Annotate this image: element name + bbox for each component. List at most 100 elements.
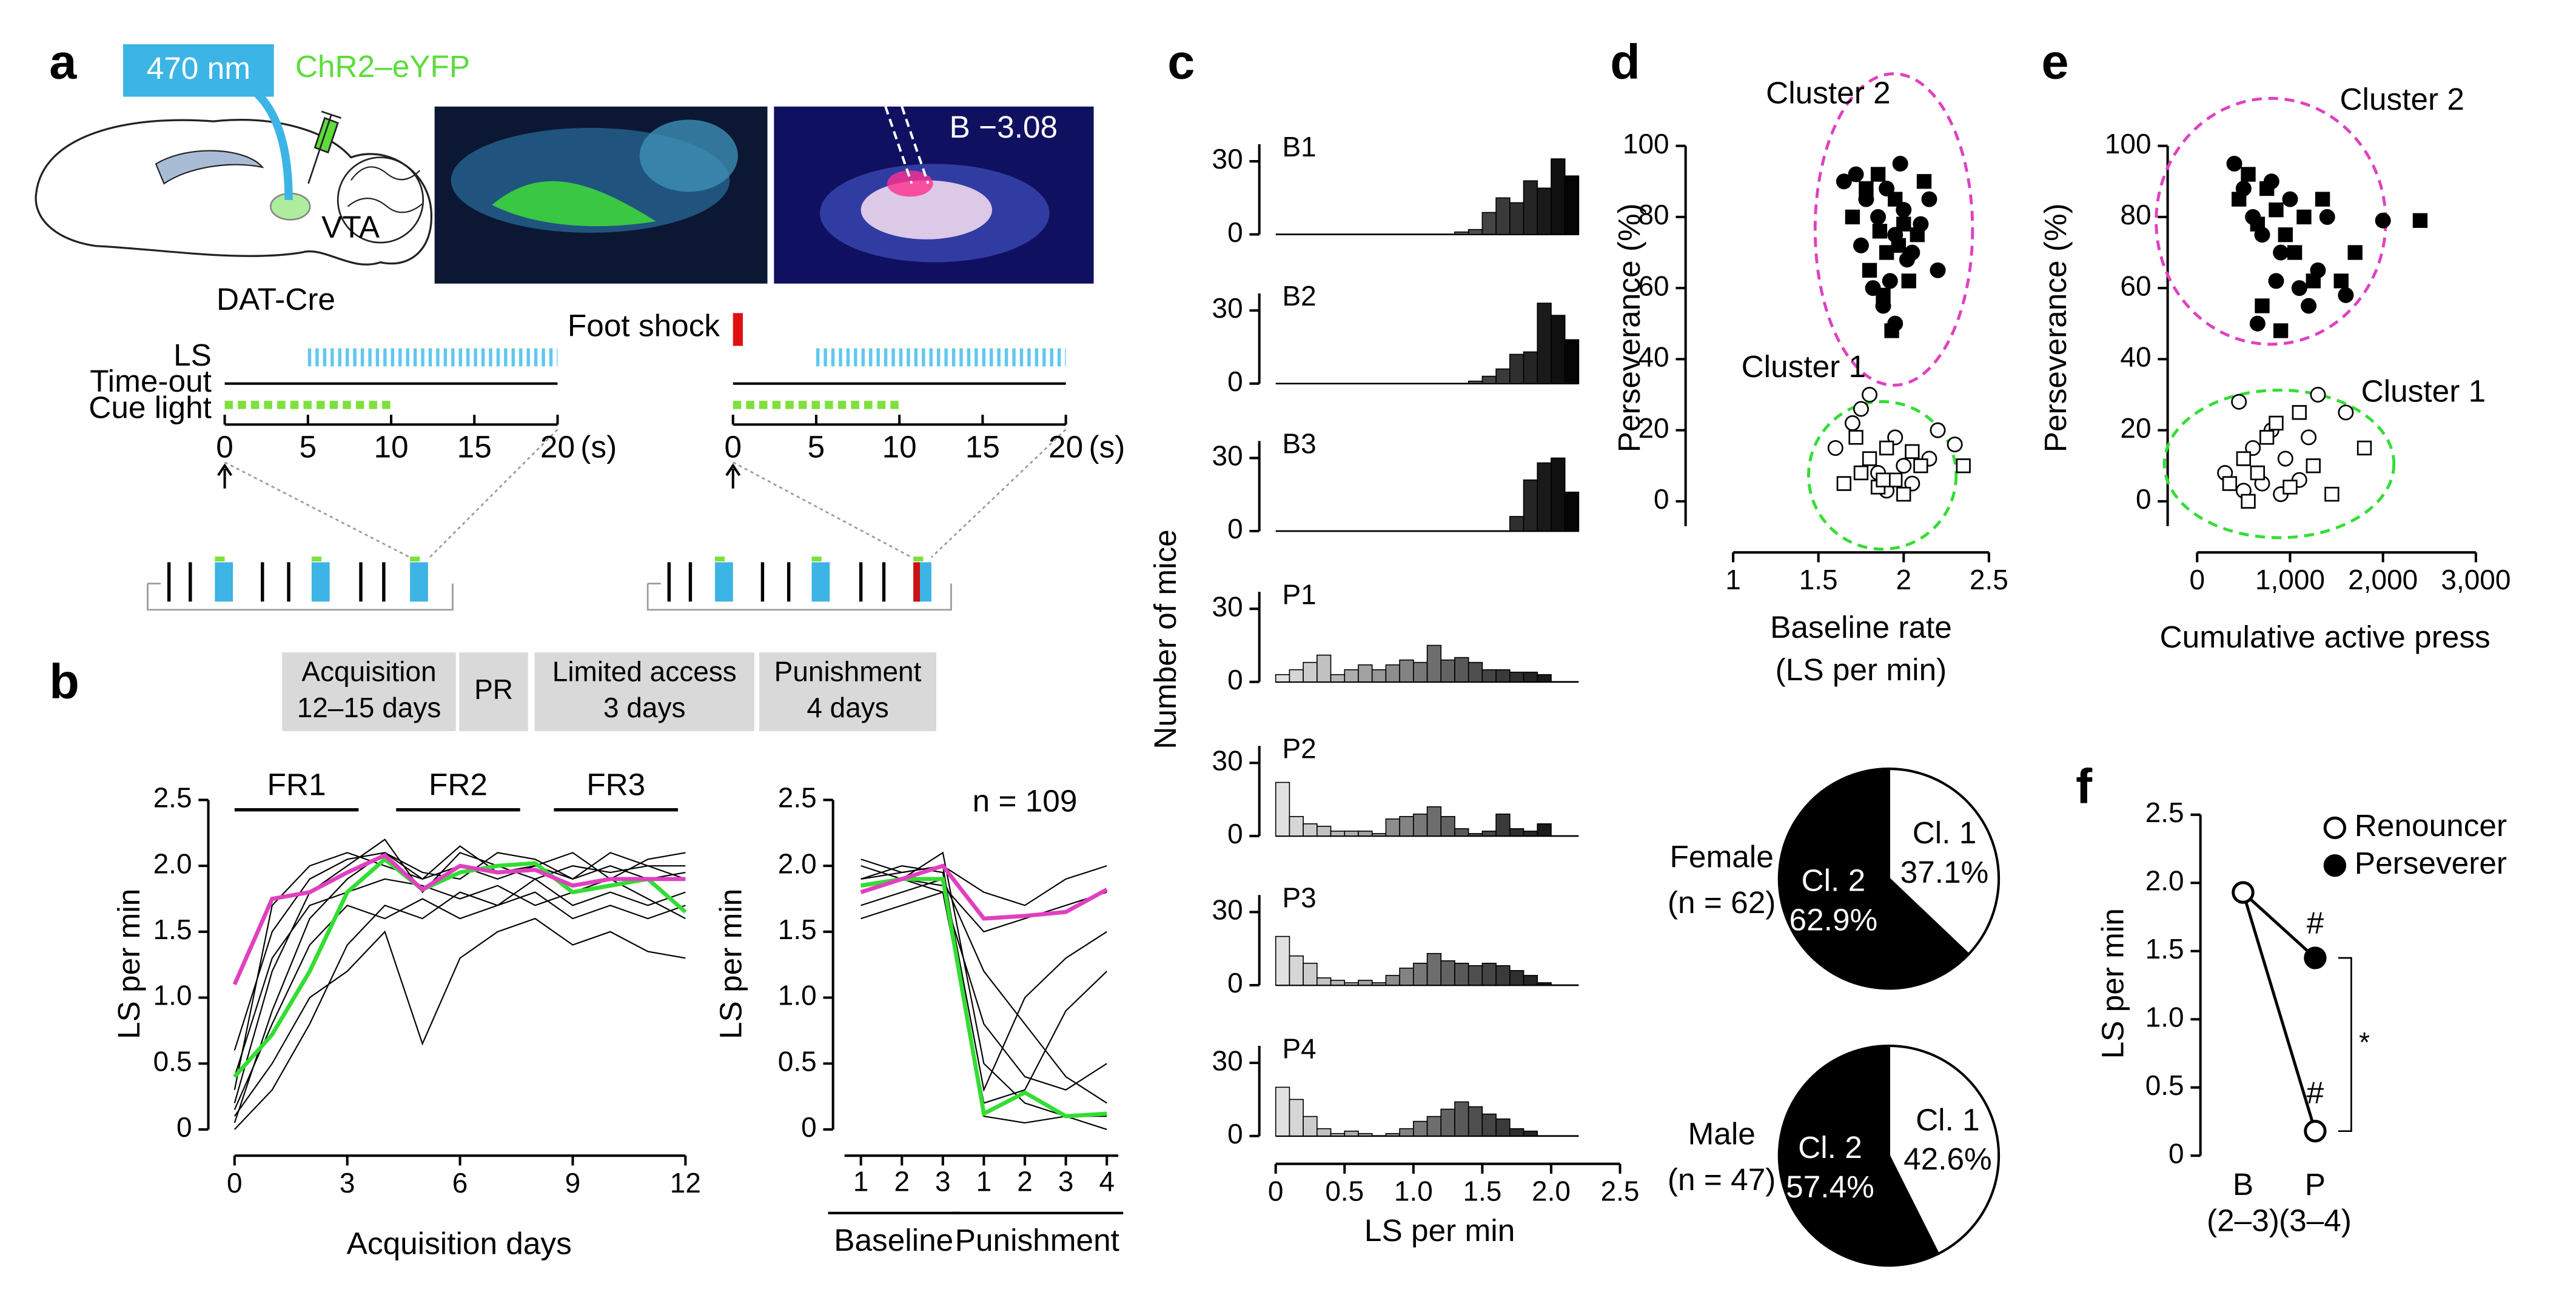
y-label: LS per min xyxy=(713,889,748,1039)
y-tick-label: 2.0 xyxy=(153,848,192,879)
bar xyxy=(1467,833,1483,837)
bar xyxy=(1303,962,1318,986)
y-tick-label: 1.0 xyxy=(2145,1001,2184,1032)
y-tick-label: 0 xyxy=(1227,366,1243,397)
y-tick-label: 0 xyxy=(1227,967,1243,999)
bar xyxy=(1537,187,1552,235)
x-sublabel: (3–4) xyxy=(2279,1203,2352,1238)
point xyxy=(2283,480,2298,495)
bar xyxy=(1509,828,1524,837)
ls-block xyxy=(311,562,330,602)
y-label: LS per min xyxy=(111,889,146,1039)
pie-value-label: 42.6% xyxy=(1903,1141,1992,1176)
y-tick-label: 0 xyxy=(1227,513,1243,544)
bar xyxy=(1330,674,1346,683)
y-tick-label: 0 xyxy=(1654,483,1669,515)
region-label: VTA xyxy=(321,209,380,244)
point xyxy=(2232,192,2247,207)
point xyxy=(1896,458,1912,474)
laser-box xyxy=(122,44,274,97)
point xyxy=(1891,238,1907,253)
y-tick-label: 30 xyxy=(1212,143,1243,175)
x-tick-label: 20 xyxy=(540,429,575,464)
bar xyxy=(1413,813,1428,837)
point xyxy=(1848,166,1864,182)
point xyxy=(1899,252,1915,268)
bar xyxy=(1537,674,1552,683)
x-unit: (s) xyxy=(1088,429,1125,464)
phase-box xyxy=(534,652,754,731)
bar xyxy=(1481,1113,1497,1137)
legend-label: Renouncer xyxy=(2355,808,2507,843)
y-tick-label: 1.5 xyxy=(778,914,817,945)
point xyxy=(1921,191,1937,207)
point xyxy=(1827,440,1843,456)
eyfp-signal xyxy=(492,181,656,227)
ls-block xyxy=(410,562,428,602)
bar xyxy=(1330,1133,1346,1137)
point xyxy=(2347,245,2363,260)
bar xyxy=(1413,1120,1428,1137)
point xyxy=(1845,209,1860,225)
y-tick-label: 100 xyxy=(2105,128,2152,159)
point xyxy=(1836,173,1852,190)
trial-sequences xyxy=(147,429,1067,611)
x-tick-label: 5 xyxy=(808,429,825,464)
point xyxy=(2232,881,2255,904)
point xyxy=(1896,486,1911,502)
fr-label: FR2 xyxy=(429,766,488,801)
point xyxy=(1836,476,1852,491)
loop-bracket xyxy=(646,583,952,611)
point xyxy=(1876,472,1891,487)
brain-outline xyxy=(35,119,432,266)
point xyxy=(1916,174,1932,189)
cluster-outline xyxy=(1807,400,1958,551)
start-arrow xyxy=(725,463,741,489)
point xyxy=(2356,440,2372,456)
trace xyxy=(233,891,686,1110)
point xyxy=(1876,287,1891,303)
pie-title: Female xyxy=(1670,838,1774,874)
y-tick-label: 30 xyxy=(1212,440,1243,472)
point xyxy=(2338,404,2354,421)
y-tick-label: 0.5 xyxy=(153,1045,192,1077)
x-tick-label: 2.0 xyxy=(1532,1176,1571,1207)
panel-name: P2 xyxy=(1283,732,1317,764)
bar xyxy=(1467,380,1483,384)
bar xyxy=(1275,1086,1290,1137)
bar xyxy=(1358,980,1373,986)
bar xyxy=(1523,671,1538,683)
pie-category: Cl. 1 xyxy=(1916,1102,1980,1137)
point xyxy=(2310,387,2326,403)
bar xyxy=(1481,831,1497,837)
x-tick-label: 1,000 xyxy=(2255,564,2325,595)
bar xyxy=(1289,815,1304,837)
x-tick-label: 0.5 xyxy=(1325,1176,1364,1207)
point xyxy=(2226,155,2242,172)
bar xyxy=(1385,818,1400,837)
point xyxy=(2338,287,2354,303)
y-tick-label: 80 xyxy=(2120,199,2151,230)
point xyxy=(1884,323,1899,338)
bar xyxy=(1551,315,1566,384)
y-tick-label: 20 xyxy=(2120,412,2151,444)
point xyxy=(2306,458,2321,473)
y-tick-label: 80 xyxy=(1639,199,1669,230)
bar xyxy=(1344,1130,1359,1137)
y-tick-label: 0 xyxy=(176,1111,192,1143)
bar xyxy=(1317,826,1332,837)
bar xyxy=(1454,962,1469,986)
fr-label: FR1 xyxy=(267,766,326,801)
section-label: B −3.08 xyxy=(950,109,1058,144)
bar xyxy=(1564,491,1580,532)
point xyxy=(2249,315,2266,332)
bar xyxy=(1399,1128,1414,1137)
legend-marker xyxy=(2323,816,2347,840)
group-label: Punishment xyxy=(955,1222,1119,1257)
bar xyxy=(1303,661,1318,683)
bar xyxy=(1454,828,1469,837)
pie-category: Cl. 2 xyxy=(1802,863,1866,898)
bar xyxy=(1317,1128,1332,1137)
y-tick-label: 2.0 xyxy=(778,848,817,879)
